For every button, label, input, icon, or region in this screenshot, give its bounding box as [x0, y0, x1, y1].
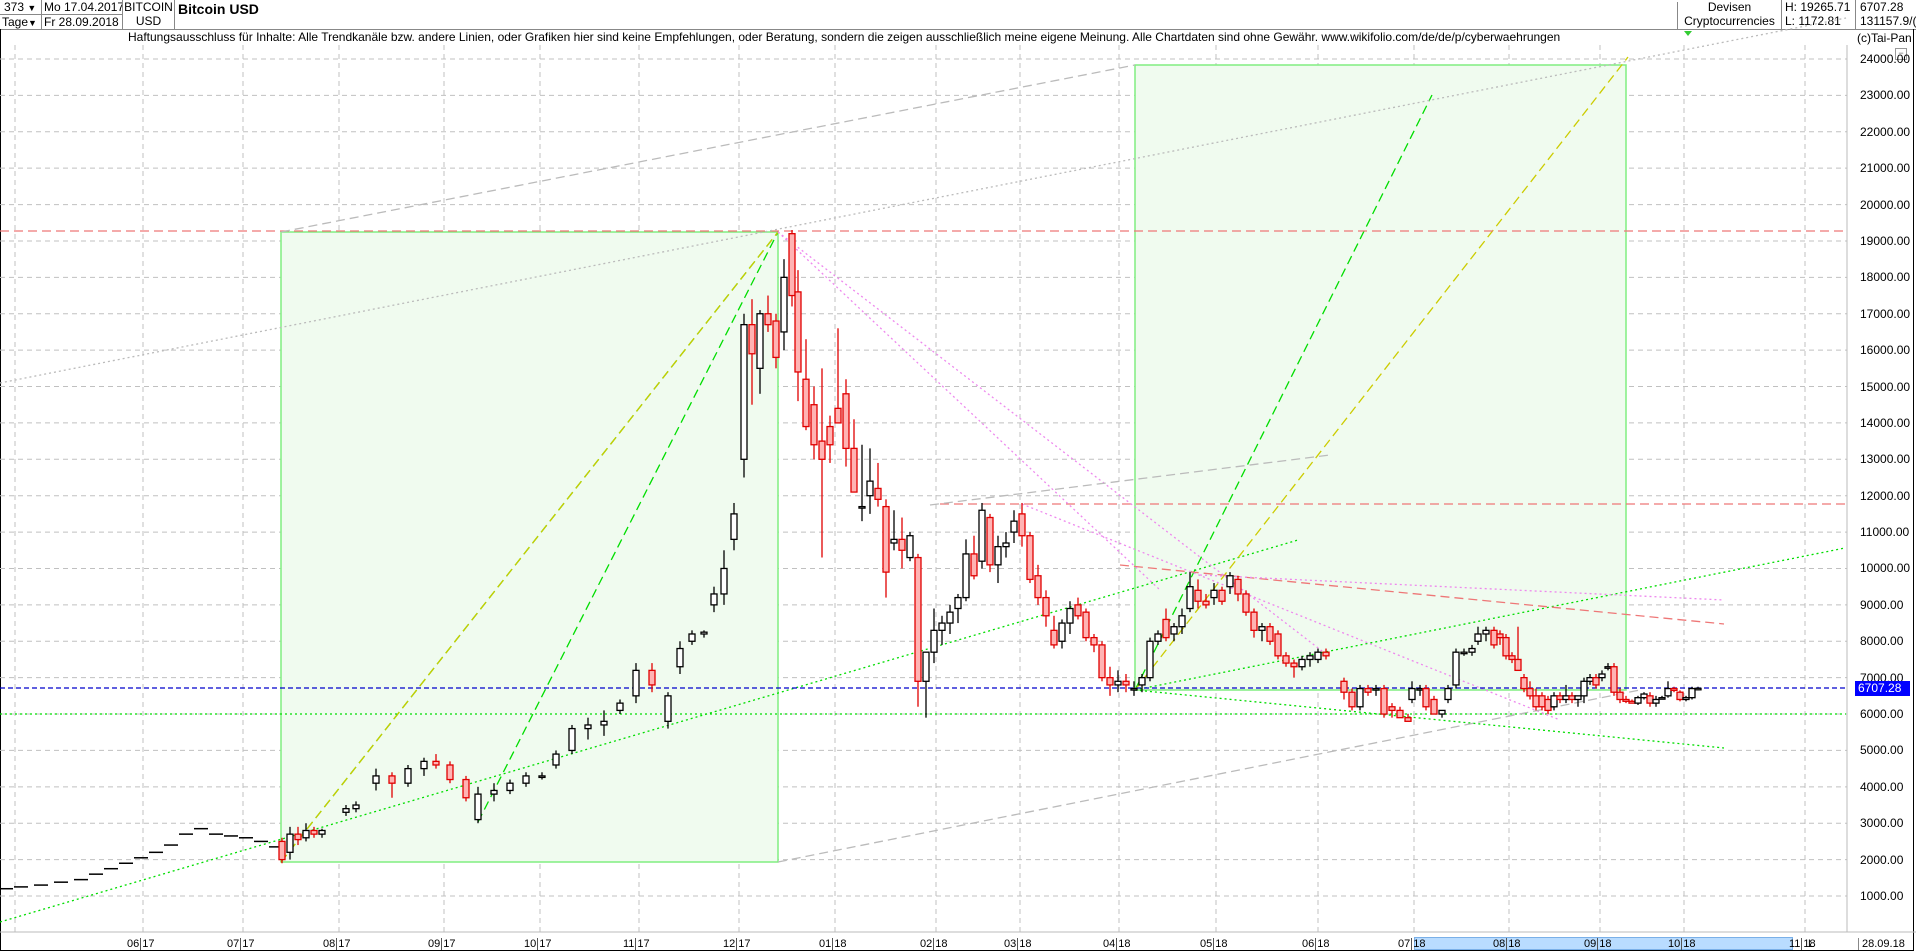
y-tick-label: 6000.00: [1860, 707, 1904, 722]
category-line1: Devisen: [1707, 0, 1752, 14]
x-tick-label: 11 17: [623, 938, 650, 950]
date-from[interactable]: Mo 17.04.2017: [42, 0, 123, 15]
x-tick-label: 09 17: [428, 938, 456, 950]
x-tick-label: 07 17: [227, 938, 255, 950]
x-tick-label: 12 17: [723, 938, 751, 950]
bar-count-value: 373: [4, 0, 25, 14]
symbol-name: BITCOIN: [124, 0, 173, 14]
y-tick-label: 5000.00: [1860, 743, 1904, 758]
time-scrollbar-thumb[interactable]: [1414, 937, 1793, 950]
y-tick-label: 10000.00: [1860, 561, 1911, 576]
symbol: BITCOIN USD: [123, 0, 175, 29]
y-tick-label: 1000.00: [1860, 889, 1904, 903]
y-tick-label: 20000.00: [1860, 197, 1911, 212]
x-tick-label: 04 18: [1103, 938, 1131, 950]
y-tick-label: 13000.00: [1860, 452, 1911, 467]
x-tick-label: 05 18: [1200, 938, 1228, 950]
y-tick-label: 9000.00: [1860, 597, 1904, 612]
y-tick-label: 22000.00: [1860, 124, 1911, 139]
disclaimer-text: Haftungsausschluss für Inhalte: Alle Tre…: [128, 30, 1561, 44]
y-tick-label: 8000.00: [1860, 634, 1904, 649]
x-tick-label: 08 18: [1493, 938, 1521, 950]
x-tick-label: 10 17: [524, 938, 552, 950]
x-tick-label: 02 18: [920, 938, 948, 950]
instrument-category: Devisen Cryptocurrencies: [1678, 0, 1782, 29]
dropdown-arrow-icon: ▼: [28, 18, 37, 28]
chart-title: Bitcoin USD: [175, 2, 1678, 29]
y-tick-label: 15000.00: [1860, 379, 1911, 394]
low-value: L: 1172.81: [1785, 14, 1841, 28]
y-tick-label: 12000.00: [1860, 488, 1911, 503]
period-select[interactable]: Tage▼: [0, 15, 42, 29]
high-value: H: 19265.71: [1785, 0, 1851, 14]
trend-lines: [0, 17, 1847, 923]
x-tick-label: 06 18: [1302, 938, 1330, 950]
y-tick-label: 4000.00: [1860, 779, 1904, 794]
scroll-marker[interactable]: L: [1808, 938, 1815, 950]
x-tick-label: 01 18: [819, 938, 847, 950]
y-tick-label: 2000.00: [1860, 852, 1904, 867]
y-tick-label: 14000.00: [1860, 415, 1911, 430]
y-tick-label: 24000.00: [1860, 52, 1911, 66]
last-volume: 6707.28 131157.9/(: [1856, 0, 1916, 29]
copyright-label: (c)Tai-Pan: [1857, 31, 1912, 45]
marker-triangle-icon: [1684, 31, 1692, 36]
x-tick-label: 11 18: [1789, 938, 1816, 950]
symbol-currency: USD: [135, 14, 162, 28]
chart-frame: [0, 29, 1914, 951]
collapse-toggle-icon[interactable]: −: [1895, 48, 1907, 60]
x-tick-label: 10 18: [1668, 938, 1696, 950]
high-low: H: 19265.71 L: 1172.81: [1782, 0, 1856, 29]
volume-value: 131157.9/(: [1860, 14, 1916, 28]
x-tick-label: 06 17: [127, 938, 155, 950]
date-to[interactable]: Fr 28.09.2018: [42, 15, 123, 29]
x-tick-label: 03 18: [1004, 938, 1032, 950]
x-tick-label: 07 18: [1398, 938, 1426, 950]
bar-count-select[interactable]: 373 ▼: [0, 0, 42, 15]
category-line2: Cryptocurrencies: [1684, 14, 1775, 28]
early-price-marks: [0, 827, 283, 890]
x-tick-label: 09 18: [1584, 938, 1612, 950]
period-value: Tage: [2, 15, 29, 29]
candles: [278, 230, 1702, 864]
y-tick-label: 16000.00: [1860, 343, 1911, 358]
chart-header: 373 ▼ Tage▼ Mo 17.04.2017 Fr 28.09.2018 …: [0, 0, 1916, 30]
y-tick-label: 3000.00: [1860, 816, 1904, 831]
highlight-boxes: [280, 64, 1627, 863]
y-tick-label: 18000.00: [1860, 270, 1911, 285]
dropdown-arrow-icon: ▼: [27, 3, 37, 13]
current-price-badge: 6707.28: [1855, 681, 1910, 696]
last-price: 6707.28: [1860, 0, 1904, 14]
y-tick-label: 17000.00: [1860, 306, 1911, 321]
x-tick-label: 08 17: [323, 938, 351, 950]
end-date-label: 28.09.18: [1858, 938, 1905, 950]
y-tick-label: 23000.00: [1860, 88, 1911, 103]
y-tick-label: 21000.00: [1860, 161, 1911, 176]
y-tick-label: 11000.00: [1860, 525, 1910, 540]
y-tick-label: 19000.00: [1860, 233, 1911, 248]
